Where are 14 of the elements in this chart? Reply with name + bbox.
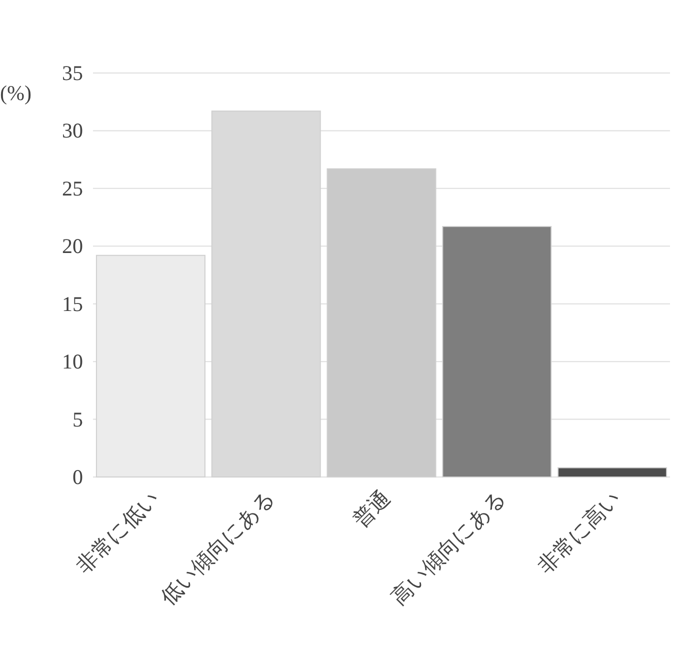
x-tick-label: 非常に高い [533,486,626,578]
y-tick-label: 10 [62,350,83,374]
bar [442,226,552,478]
bar [558,467,668,478]
bar [96,254,206,478]
bar [326,168,436,478]
y-tick-label: 30 [62,118,83,143]
y-tick-label: 25 [62,176,83,200]
x-tick-label: 普通 [348,486,396,532]
y-tick-label: 35 [62,61,83,85]
y-tick-label: 5 [72,407,83,432]
y-axis-title: (%) [0,81,32,105]
y-tick-label: 15 [62,292,83,316]
y-tick-label: 20 [62,234,83,258]
